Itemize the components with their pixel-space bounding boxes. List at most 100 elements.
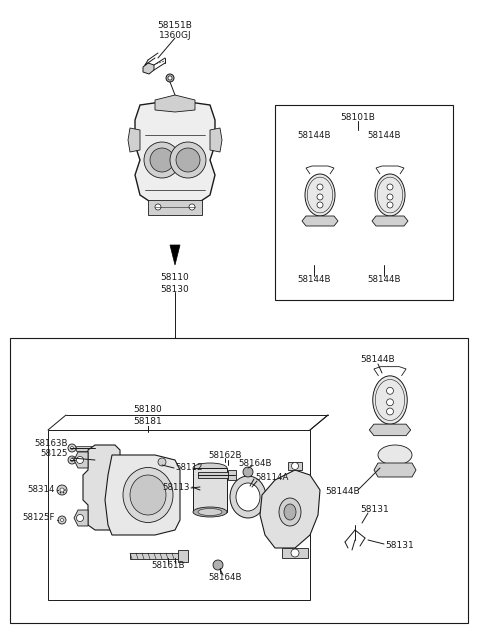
Circle shape — [317, 194, 323, 200]
Text: 58162B: 58162B — [208, 451, 242, 459]
Ellipse shape — [230, 476, 266, 518]
Circle shape — [291, 463, 299, 470]
Polygon shape — [83, 445, 125, 530]
Bar — [76, 458, 94, 463]
Circle shape — [158, 458, 166, 466]
Circle shape — [291, 549, 299, 557]
Text: 58113: 58113 — [163, 482, 190, 492]
Polygon shape — [282, 548, 308, 558]
Text: 58131: 58131 — [360, 506, 389, 514]
Circle shape — [168, 76, 172, 80]
Text: 58112: 58112 — [175, 463, 203, 473]
Text: 58151B: 58151B — [157, 20, 192, 30]
Text: 58114A: 58114A — [255, 473, 288, 482]
Text: 58110: 58110 — [161, 274, 190, 283]
Circle shape — [144, 142, 180, 178]
Polygon shape — [155, 95, 195, 112]
Text: 58130: 58130 — [161, 286, 190, 295]
Bar — [275, 105, 453, 300]
Circle shape — [243, 467, 253, 477]
Text: 58180: 58180 — [133, 406, 162, 415]
Circle shape — [317, 184, 323, 190]
Circle shape — [213, 560, 223, 570]
Polygon shape — [143, 63, 154, 74]
Circle shape — [386, 399, 394, 406]
Ellipse shape — [193, 463, 227, 473]
Circle shape — [386, 387, 394, 394]
Circle shape — [57, 485, 67, 495]
Circle shape — [76, 456, 84, 463]
Text: 58144B: 58144B — [297, 130, 331, 140]
Ellipse shape — [373, 376, 407, 424]
Bar — [76, 446, 98, 451]
Bar — [228, 470, 236, 480]
Ellipse shape — [375, 174, 405, 216]
Circle shape — [63, 492, 64, 493]
Polygon shape — [105, 455, 180, 535]
Ellipse shape — [130, 475, 166, 515]
Ellipse shape — [123, 468, 173, 523]
Bar — [193, 468, 227, 512]
Polygon shape — [170, 245, 180, 265]
Ellipse shape — [198, 509, 222, 516]
Polygon shape — [372, 216, 408, 226]
Text: 58101B: 58101B — [341, 112, 375, 121]
Circle shape — [68, 444, 76, 452]
Circle shape — [387, 194, 393, 200]
Circle shape — [189, 204, 195, 210]
Polygon shape — [74, 452, 88, 468]
Circle shape — [317, 202, 323, 208]
Text: 58131: 58131 — [385, 542, 414, 550]
Text: 58314: 58314 — [27, 485, 55, 494]
Bar — [10, 338, 468, 623]
Ellipse shape — [193, 507, 227, 517]
Polygon shape — [369, 424, 411, 435]
Circle shape — [386, 408, 394, 415]
Circle shape — [60, 492, 61, 493]
Text: 58144B: 58144B — [367, 130, 401, 140]
Circle shape — [176, 148, 200, 172]
Circle shape — [71, 446, 73, 449]
Circle shape — [68, 456, 76, 464]
Polygon shape — [74, 510, 88, 526]
Circle shape — [387, 202, 393, 208]
Bar — [48, 430, 310, 600]
Text: 58144B: 58144B — [367, 276, 401, 284]
Polygon shape — [128, 128, 140, 152]
Circle shape — [166, 74, 174, 82]
Text: 58181: 58181 — [133, 418, 162, 427]
Text: 58144B: 58144B — [360, 355, 396, 365]
Circle shape — [71, 458, 73, 461]
Ellipse shape — [305, 174, 335, 216]
Bar — [198, 472, 228, 478]
Ellipse shape — [284, 504, 296, 520]
Polygon shape — [148, 200, 202, 215]
Ellipse shape — [236, 483, 260, 511]
Text: 58164B: 58164B — [208, 573, 242, 583]
Text: 58164B: 58164B — [238, 458, 272, 468]
Circle shape — [60, 488, 64, 492]
Circle shape — [60, 518, 63, 521]
Polygon shape — [288, 462, 302, 470]
Circle shape — [155, 204, 161, 210]
Circle shape — [58, 516, 66, 524]
Text: 58125: 58125 — [40, 449, 68, 458]
Circle shape — [170, 142, 206, 178]
Bar — [178, 550, 188, 562]
Text: 58144B: 58144B — [326, 487, 360, 497]
Polygon shape — [210, 128, 222, 152]
Text: 58163B: 58163B — [35, 439, 68, 447]
Circle shape — [150, 148, 174, 172]
Bar — [130, 553, 180, 559]
Text: 58144B: 58144B — [297, 276, 331, 284]
Polygon shape — [302, 216, 338, 226]
Polygon shape — [135, 100, 215, 210]
Ellipse shape — [279, 498, 301, 526]
Circle shape — [76, 514, 84, 521]
Text: 58161B: 58161B — [151, 561, 185, 571]
Polygon shape — [260, 470, 320, 548]
Ellipse shape — [378, 445, 412, 465]
Polygon shape — [374, 463, 416, 477]
Text: 58125F: 58125F — [23, 513, 55, 523]
Text: 1360GJ: 1360GJ — [159, 30, 192, 39]
